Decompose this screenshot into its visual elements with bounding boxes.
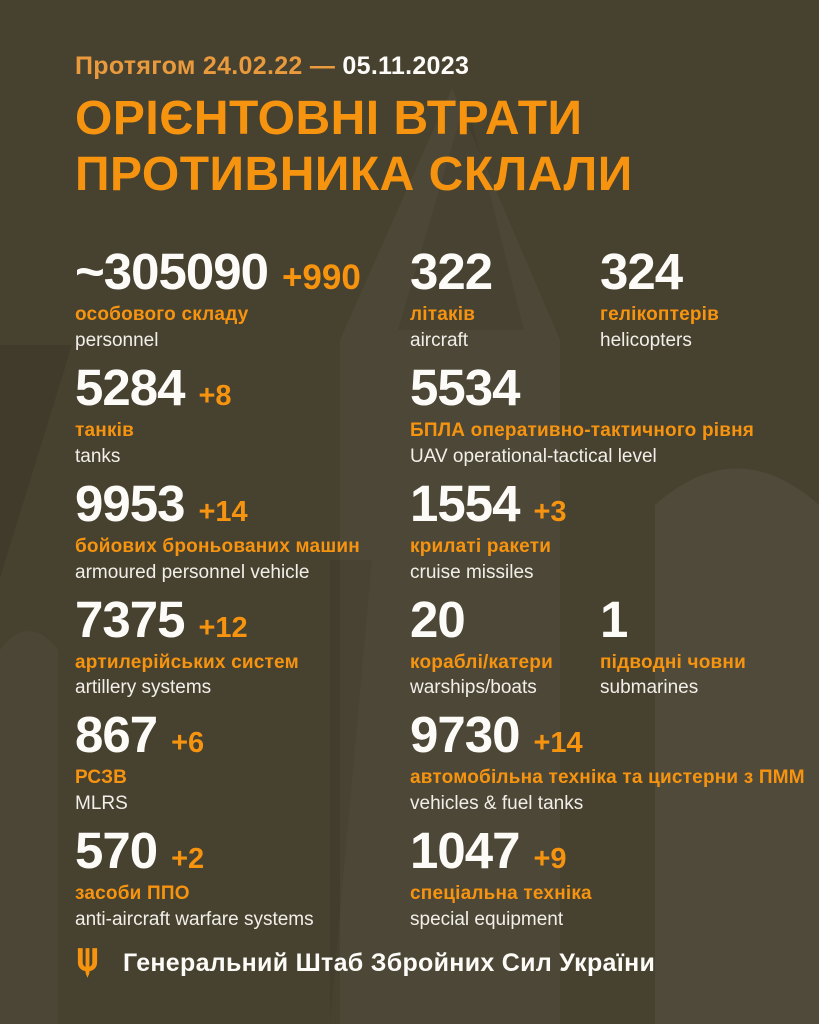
- stat-uav: 5534 БПЛА оперативно-тактичного рівня UA…: [410, 362, 783, 469]
- stats-row-5: 867 +6 РСЗВ MLRS 9730 +14 автомобільна т…: [75, 709, 805, 816]
- stat-label-en: MLRS: [75, 793, 128, 815]
- stat-label-uk: танків: [75, 420, 135, 442]
- stat-personnel: ~305090 +990 особового складу personnel: [75, 246, 410, 353]
- stat-label-uk: підводні човни: [600, 651, 746, 673]
- stat-delta: +9: [533, 843, 567, 876]
- stats-row-4: 7375 +12 артилерійських систем artillery…: [75, 590, 783, 701]
- stat-value: 1: [600, 590, 628, 648]
- stat-special-equipment: 1047 +9 спеціальна техніка special equip…: [410, 825, 783, 932]
- stat-label-en: UAV operational-tactical level: [410, 445, 657, 467]
- stat-delta: +3: [533, 495, 567, 528]
- stat-delta: +8: [198, 380, 232, 413]
- stat-label-uk: гелікоптерів: [600, 304, 720, 326]
- stat-label-en: personnel: [75, 330, 159, 352]
- stat-mlrs: 867 +6 РСЗВ MLRS: [75, 709, 410, 816]
- stat-label-uk: кораблі/катери: [410, 651, 553, 673]
- organization-name: Генеральний Штаб Збройних Сил України: [123, 949, 656, 977]
- stat-value: 9730: [410, 706, 520, 764]
- footer: Генеральний Штаб Збройних Сил України: [75, 947, 783, 980]
- stat-label-en: armoured personnel vehicle: [75, 561, 310, 583]
- stats-row-3: 9953 +14 бойових броньованих машин armou…: [75, 474, 783, 585]
- stat-value: 867: [75, 706, 158, 764]
- stat-warships: 20 кораблі/катери warships/boats: [410, 590, 600, 701]
- stat-value: 9953: [75, 474, 185, 532]
- stat-delta: +990: [281, 258, 361, 298]
- stat-tanks: 5284 +8 танків tanks: [75, 362, 410, 469]
- stats-row-1: ~305090 +990 особового складу personnel …: [75, 246, 783, 353]
- stat-cruise-missiles: 1554 +3 крилаті ракети cruise missiles: [410, 474, 783, 585]
- stat-helicopters: 324 гелікоптерів helicopters: [600, 246, 783, 353]
- stat-label-uk: артилерійських систем: [75, 651, 299, 673]
- stat-value: 7375: [75, 590, 185, 648]
- stat-label-uk: особового складу: [75, 304, 249, 326]
- stat-armoured-vehicles: 9953 +14 бойових броньованих машин armou…: [75, 474, 410, 585]
- stat-value: 5284: [75, 359, 185, 417]
- stat-label-uk: літаків: [410, 304, 476, 326]
- stat-delta: +2: [171, 843, 205, 876]
- stat-label-uk: спеціальна техніка: [410, 883, 592, 905]
- title-line-1: ОРІЄНТОВНІ ВТРАТИ: [75, 92, 583, 145]
- stat-value: 1554: [410, 474, 520, 532]
- stat-value: 324: [600, 243, 683, 301]
- stat-label-uk: автомобільна техніка та цистерни з ПММ: [410, 767, 805, 789]
- stat-artillery: 7375 +12 артилерійських систем artillery…: [75, 590, 410, 701]
- stat-vehicles-fuel-tanks: 9730 +14 автомобільна техніка та цистерн…: [410, 709, 805, 816]
- stat-label-en: special equipment: [410, 908, 564, 930]
- stats-grid: ~305090 +990 особового складу personnel …: [75, 246, 805, 941]
- stat-value: ~305090: [75, 243, 269, 301]
- period-date: 05.11.2023: [342, 52, 470, 80]
- page-title: ОРІЄНТОВНІ ВТРАТИ ПРОТИВНИКА СКЛАЛИ: [75, 91, 783, 202]
- stat-label-uk: засоби ППО: [75, 883, 190, 905]
- stat-delta: +6: [171, 727, 205, 760]
- stat-value: 570: [75, 822, 158, 880]
- stat-label-en: tanks: [75, 445, 121, 467]
- reporting-period: Протягом 24.02.22 — 05.11.2023: [75, 52, 783, 81]
- stat-value: 1047: [410, 822, 520, 880]
- stat-delta: +14: [533, 727, 583, 760]
- stat-label-en: vehicles & fuel tanks: [410, 793, 584, 815]
- stat-label-uk: крилаті ракети: [410, 535, 552, 557]
- trident-icon: [77, 948, 98, 978]
- stat-label-en: helicopters: [600, 330, 692, 352]
- stat-delta: +12: [198, 611, 248, 644]
- stat-anti-aircraft: 570 +2 засоби ППО anti-aircraft warfare …: [75, 825, 410, 932]
- stat-label-en: warships/boats: [410, 677, 537, 699]
- stat-submarines: 1 підводні човни submarines: [600, 590, 783, 701]
- stat-value: 322: [410, 243, 493, 301]
- stat-label-en: cruise missiles: [410, 561, 534, 583]
- stat-label-en: submarines: [600, 677, 699, 699]
- stats-row-6: 570 +2 засоби ППО anti-aircraft warfare …: [75, 825, 783, 932]
- stat-label-en: artillery systems: [75, 677, 212, 699]
- stat-label-uk: бойових броньованих машин: [75, 535, 360, 557]
- period-label: Протягом 24.02.22 —: [75, 52, 336, 80]
- stat-label-uk: БПЛА оперативно-тактичного рівня: [410, 420, 755, 442]
- stat-label-en: anti-aircraft warfare systems: [75, 908, 314, 930]
- stat-value: 5534: [410, 359, 520, 417]
- stat-label-uk: РСЗВ: [75, 767, 128, 789]
- stat-delta: +14: [198, 495, 248, 528]
- stats-row-2: 5284 +8 танків tanks 5534 БПЛА оперативн…: [75, 362, 783, 469]
- title-line-2: ПРОТИВНИКА СКЛАЛИ: [75, 147, 633, 201]
- stat-value: 20: [410, 590, 466, 648]
- stat-label-en: aircraft: [410, 330, 469, 352]
- stat-aircraft: 322 літаків aircraft: [410, 246, 600, 353]
